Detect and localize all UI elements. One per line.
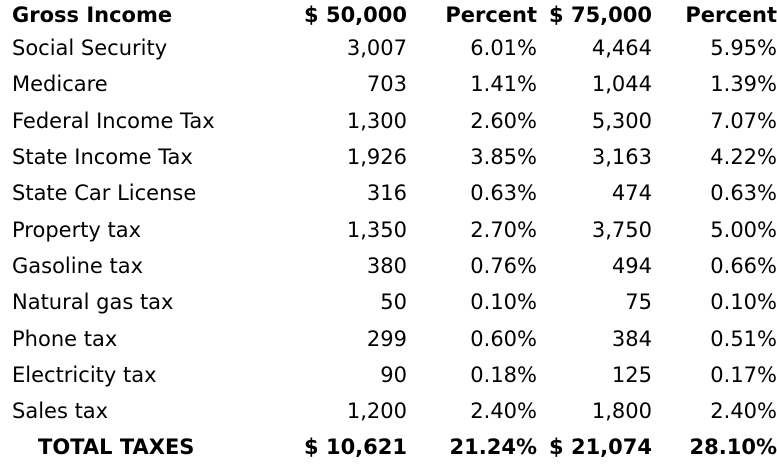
row-percent-b: 4.22% [710,145,777,170]
row-amount-a: 1,926 [346,145,407,170]
row-label: Social Security [12,36,168,61]
row-percent-a: 0.76% [470,253,537,278]
row-amount-b: 4,464 [591,36,652,61]
row-amount-b: 75 [625,290,652,315]
header-income-b: $ 75,000 [549,3,652,27]
total-percent-a: 21.24% [449,435,537,460]
row-amount-b: 474 [611,181,652,206]
row-label: State Car License [12,181,197,206]
row-percent-a: 1.41% [470,72,537,97]
row-label: Natural gas tax [12,290,174,315]
row-percent-b: 0.66% [710,253,777,278]
row-percent-b: 0.10% [710,290,777,315]
row-percent-b: 5.00% [710,217,777,242]
row-amount-b: 3,750 [591,217,652,242]
row-label: Federal Income Tax [12,108,215,133]
row-percent-a: 2.70% [470,217,537,242]
row-label: State Income Tax [12,145,193,170]
row-label: Property tax [12,217,142,242]
header-percent-a: Percent [445,3,537,27]
row-amount-a: 90 [380,362,407,387]
table-row: Electricity tax 90 0.18% 125 0.17% [0,357,777,393]
total-amount-b: $ 21,074 [549,435,652,460]
total-row: TOTAL TAXES $ 10,621 21.24% $ 21,074 28.… [0,429,777,465]
row-amount-b: 1,044 [591,72,652,97]
total-percent-b: 28.10% [689,435,777,460]
row-percent-a: 0.10% [470,290,537,315]
header-income-a: $ 50,000 [304,3,407,27]
row-amount-a: 299 [366,326,407,351]
row-amount-a: 50 [380,290,407,315]
row-amount-a: 1,200 [346,399,407,424]
row-amount-a: 703 [366,72,407,97]
row-percent-b: 0.17% [710,362,777,387]
row-amount-b: 494 [611,253,652,278]
table-row: Gasoline tax 380 0.76% 494 0.66% [0,248,777,284]
table-row: State Income Tax 1,926 3.85% 3,163 4.22% [0,139,777,175]
table-row: Sales tax 1,200 2.40% 1,800 2.40% [0,393,777,429]
row-amount-b: 125 [611,362,652,387]
row-amount-b: 5,300 [591,108,652,133]
total-label: TOTAL TAXES [38,435,195,460]
table-row: Property tax 1,350 2.70% 3,750 5.00% [0,211,777,247]
table-row: Medicare 703 1.41% 1,044 1.39% [0,66,777,102]
row-amount-b: 384 [611,326,652,351]
row-amount-b: 3,163 [591,145,652,170]
row-percent-a: 0.63% [470,181,537,206]
row-amount-a: 316 [366,181,407,206]
row-label: Sales tax [12,399,109,424]
row-percent-a: 2.40% [470,399,537,424]
total-amount-a: $ 10,621 [304,435,407,460]
row-percent-a: 2.60% [470,108,537,133]
row-percent-b: 0.51% [710,326,777,351]
row-percent-a: 0.60% [470,326,537,351]
row-label: Medicare [12,72,108,97]
table-row: Social Security 3,007 6.01% 4,464 5.95% [0,30,777,66]
row-percent-a: 0.18% [470,362,537,387]
row-percent-a: 3.85% [470,145,537,170]
row-label: Gasoline tax [12,253,144,278]
row-amount-a: 3,007 [346,36,407,61]
row-percent-b: 7.07% [710,108,777,133]
header-gross-income-label: Gross Income [12,3,173,27]
row-percent-b: 0.63% [710,181,777,206]
row-percent-b: 5.95% [710,36,777,61]
row-percent-a: 6.01% [470,36,537,61]
row-percent-b: 2.40% [710,399,777,424]
header-percent-b: Percent [685,3,777,27]
row-amount-b: 1,800 [591,399,652,424]
row-label: Phone tax [12,326,118,351]
table-row: Natural gas tax 50 0.10% 75 0.10% [0,284,777,320]
table-row: State Car License 316 0.63% 474 0.63% [0,175,777,211]
table-row: Phone tax 299 0.60% 384 0.51% [0,320,777,356]
row-label: Electricity tax [12,362,157,387]
row-amount-a: 380 [366,253,407,278]
row-amount-a: 1,300 [346,108,407,133]
row-amount-a: 1,350 [346,217,407,242]
header-row: Gross Income $ 50,000 Percent $ 75,000 P… [0,0,777,30]
row-percent-b: 1.39% [710,72,777,97]
table-row: Federal Income Tax 1,300 2.60% 5,300 7.0… [0,103,777,139]
